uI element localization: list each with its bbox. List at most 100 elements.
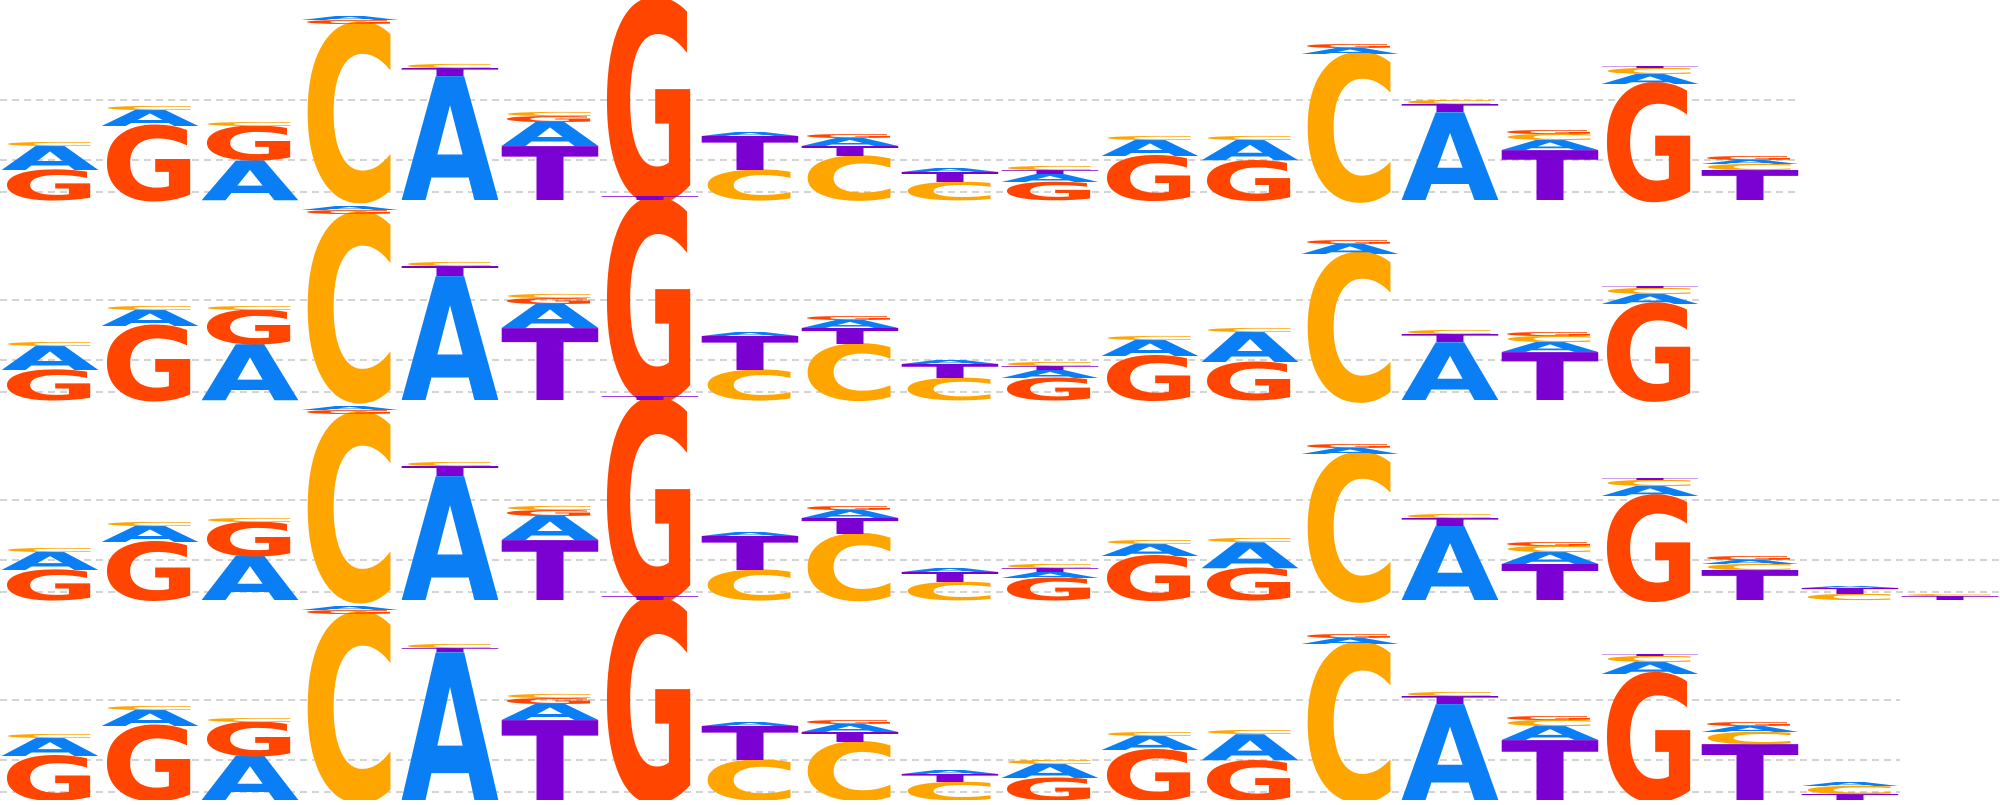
- letter-c: C: [1, 341, 99, 347]
- letter-g: G: [1001, 572, 1099, 607]
- letter-c: C: [501, 693, 599, 699]
- letter-c: C: [1801, 592, 1899, 602]
- letter-g: G: [801, 315, 899, 321]
- letter-g: G: [1601, 54, 1699, 238]
- letter-a: A: [1501, 137, 1599, 153]
- letter-c: C: [1301, 603, 1399, 800]
- letter-g: G: [1301, 633, 1399, 639]
- letter-a: A: [1001, 570, 1099, 580]
- letter-c: C: [501, 111, 599, 117]
- letter-t: T: [801, 324, 899, 349]
- letter-a: A: [1201, 535, 1299, 576]
- letter-c: C: [1301, 415, 1399, 648]
- letter-c: C: [1101, 335, 1199, 341]
- letter-g: G: [201, 117, 299, 171]
- letter-g: G: [201, 713, 299, 767]
- letter-c: C: [101, 305, 199, 311]
- letter-a: A: [1001, 368, 1100, 381]
- letter-t: T: [801, 729, 900, 745]
- letter-c: C: [1501, 544, 1599, 554]
- letter-c: C: [801, 726, 899, 800]
- letter-a: A: [1601, 483, 1699, 499]
- letter-g: G: [1201, 352, 1299, 412]
- letter-c: C: [1101, 731, 1199, 737]
- letter-t: T: [1501, 339, 1599, 416]
- letter-a: A: [1, 139, 100, 177]
- letter-t: T: [1801, 792, 1899, 800]
- letter-g: G: [1701, 721, 1799, 727]
- letter-a: A: [1701, 559, 1799, 565]
- letter-g: G: [801, 133, 899, 139]
- logo-row-1: GACGACAGCCGAATCTAGCGTCTACTAGCTAGATCGACGA…: [1, 0, 1799, 265]
- letter-a: A: [1801, 585, 1899, 588]
- letter-a: A: [1201, 324, 1299, 372]
- letter-t: T: [1701, 562, 1799, 610]
- letter-g: G: [101, 107, 199, 225]
- letter-c: C: [501, 505, 599, 511]
- letter-c: C: [701, 362, 799, 410]
- letter-a: A: [501, 115, 600, 153]
- letter-t: T: [601, 595, 699, 601]
- letter-c: C: [301, 363, 399, 660]
- letter-c: C: [301, 0, 399, 257]
- letter-c: C: [401, 461, 499, 467]
- letter-g: G: [101, 707, 199, 800]
- letter-c: C: [1101, 135, 1199, 141]
- letter-a: A: [1101, 541, 1199, 560]
- letter-t: T: [401, 66, 499, 79]
- letter-g: G: [801, 505, 899, 511]
- letter-t: T: [1701, 162, 1799, 210]
- letter-g: G: [101, 307, 199, 425]
- letter-g: G: [1, 162, 99, 210]
- letter-a: A: [1, 547, 100, 576]
- letter-a: A: [1201, 727, 1299, 768]
- letter-g: G: [201, 301, 299, 355]
- letter-t: T: [1001, 365, 1099, 371]
- letter-a: A: [1501, 549, 1599, 568]
- letter-c: C: [1201, 537, 1299, 543]
- letter-g: G: [1101, 345, 1199, 415]
- letter-a: A: [1001, 172, 1100, 185]
- letter-g: G: [1501, 129, 1599, 135]
- letter-c: C: [701, 750, 799, 800]
- letter-g: G: [1601, 277, 1699, 431]
- letter-a: A: [101, 706, 199, 731]
- letter-g: G: [301, 19, 399, 25]
- letter-a: A: [201, 329, 299, 418]
- letter-a: A: [1301, 46, 1399, 56]
- letter-t: T: [1401, 516, 1499, 529]
- letter-t: T: [601, 395, 699, 401]
- letter-t: T: [501, 131, 599, 217]
- letter-g: G: [601, 146, 699, 465]
- letter-a: A: [1301, 636, 1399, 646]
- letter-c: C: [201, 305, 299, 311]
- letter-c: C: [201, 717, 299, 723]
- letter-a: A: [1601, 659, 1699, 678]
- letter-g: G: [1701, 555, 1799, 561]
- letter-g: G: [1101, 737, 1199, 800]
- letter-g: G: [301, 409, 399, 415]
- letter-a: A: [1401, 89, 1499, 229]
- letter-c: C: [701, 162, 799, 210]
- letter-t: T: [401, 647, 499, 653]
- letter-g: G: [501, 114, 599, 124]
- letter-a: A: [301, 205, 399, 211]
- letter-t: T: [1601, 653, 1699, 656]
- letter-c: C: [1601, 66, 1699, 76]
- letter-g: G: [501, 696, 599, 706]
- letter-a: A: [401, 44, 499, 241]
- letter-t: T: [1401, 332, 1499, 345]
- letter-a: A: [901, 167, 999, 173]
- letter-t: T: [601, 0, 699, 1]
- letter-c: C: [1601, 478, 1699, 488]
- letter-a: A: [501, 509, 600, 547]
- letter-a: A: [101, 522, 199, 547]
- letter-g: G: [1301, 43, 1399, 49]
- letter-a: A: [1701, 159, 1799, 165]
- letter-a: A: [501, 700, 599, 725]
- letter-c: C: [901, 577, 999, 606]
- letter-a: A: [701, 131, 799, 137]
- letter-g: G: [101, 526, 199, 618]
